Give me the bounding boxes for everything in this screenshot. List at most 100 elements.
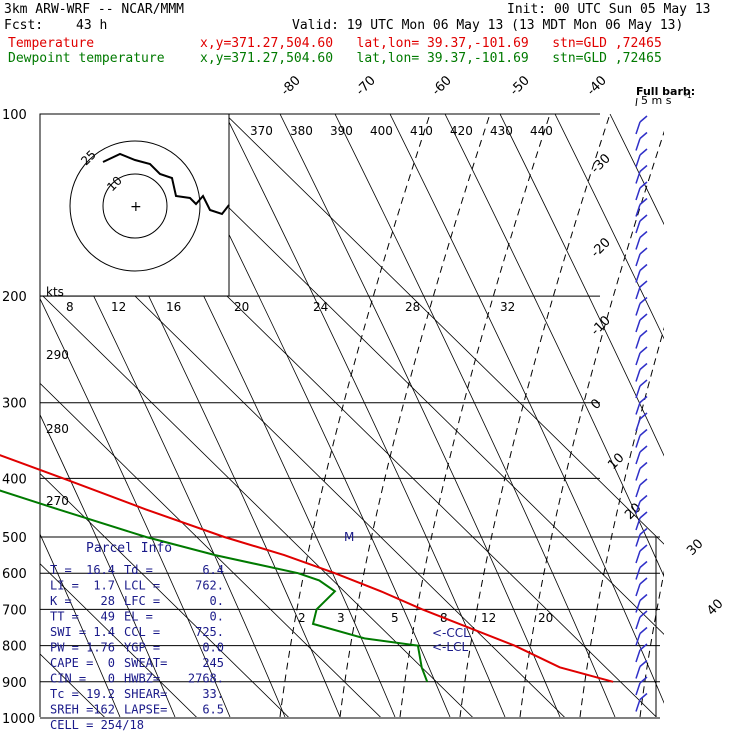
wind-barb (635, 633, 641, 646)
wind-barb (635, 220, 641, 234)
isotherm-label: 40 (704, 597, 726, 619)
wind-barb (639, 659, 648, 668)
wind-barb (639, 461, 648, 470)
parcel-row-label: T = (50, 563, 72, 577)
wind-barb (639, 263, 648, 272)
parcel-row-value: 1.4 (93, 625, 115, 639)
dry-adiabat-label: 290 (46, 348, 69, 362)
barb-legend-sample (635, 97, 638, 107)
moist-adiabat (519, 130, 664, 717)
moist-adiabat (639, 570, 664, 717)
parcel-row-label: LCL = (124, 579, 160, 593)
parcel-row-value: 0 (108, 656, 115, 670)
wind-barb (639, 346, 648, 354)
isotherm-label: -40 (584, 73, 610, 99)
hodograph-box (39, 113, 230, 297)
legend-dewpoint: Dewpoint temperature (8, 51, 165, 66)
dry-adiabat-label: 280 (46, 422, 69, 436)
parcel-row-value: 245 (202, 656, 224, 670)
temperature-trace (0, 454, 614, 683)
parcel-row-label: LFC = (124, 594, 160, 608)
wind-barb (635, 154, 641, 168)
isotherm-line (40, 292, 473, 717)
parcel-row-value: 0. (210, 610, 224, 624)
wind-barb (639, 478, 648, 486)
wind-barb (635, 600, 641, 613)
parcel-row-value: 2768. (188, 672, 224, 686)
wind-barb (635, 418, 641, 432)
parcel-row-label: LAPSE= (124, 703, 167, 717)
wind-barb (639, 692, 648, 701)
hodograph-origin: + (130, 199, 142, 215)
theta-e-label: 410 (410, 124, 433, 138)
parcel-row-label: EL = (124, 610, 153, 624)
mixing-ratio-label: 3 (337, 611, 345, 625)
wind-barb (635, 369, 641, 382)
wind-barb (639, 214, 648, 222)
parcel-row-label: YGP = (124, 641, 160, 655)
wind-barb (639, 247, 648, 255)
parcel-row-value: 725. (195, 625, 224, 639)
wind-barb (639, 412, 648, 420)
pressure-tick-label: 900 (2, 676, 27, 691)
parcel-row-value: 162 (93, 703, 115, 717)
wind-barb (635, 402, 641, 415)
pressure-tick-label: 800 (2, 640, 27, 655)
pressure-tick-label: 600 (2, 567, 27, 582)
wind-barb (639, 527, 648, 536)
parcel-row-label: SHEAR= (124, 687, 167, 701)
wind-barb (639, 197, 648, 206)
wind-barb (639, 164, 648, 173)
forecast-hours: 43 h (76, 18, 108, 33)
isotherm-line (40, 382, 381, 717)
moist-adiabat (459, 114, 611, 717)
mixing-ratio-label: 2 (298, 611, 306, 625)
isotherm-label: 0 (588, 396, 604, 412)
wind-barb (639, 445, 648, 453)
dry-adiabat (665, 114, 740, 717)
wind-barb (639, 610, 648, 618)
wind-barb (635, 534, 641, 547)
wind-barb (639, 280, 648, 288)
wind-barb (635, 616, 641, 630)
hodograph-speed-label: 8 (66, 300, 74, 314)
hodograph-speed-label: 32 (500, 300, 515, 314)
parcel-row-value: 1.7 (93, 579, 115, 593)
wind-barb (639, 395, 648, 404)
parcel-row-value: 49 (101, 610, 115, 624)
parcel-row-value: 1.76 (86, 641, 115, 655)
parcel-row-label: SWI = (50, 625, 86, 639)
dry-adiabat (40, 297, 231, 717)
wind-barb (635, 385, 641, 399)
wind-barb (639, 544, 648, 552)
wind-barb (639, 379, 648, 387)
mixing-ratio-label: 5 (391, 611, 399, 625)
wind-barb (635, 583, 641, 597)
hodograph-speed-label: 16 (166, 300, 181, 314)
init-time: Init: 00 UTC Sun 05 May 13 (507, 2, 711, 17)
isotherm-line (40, 472, 289, 717)
wind-barb (635, 699, 641, 712)
wind-barb (639, 181, 648, 189)
parcel-row-label: SREH = (50, 703, 93, 717)
theta-e-label: 400 (370, 124, 393, 138)
parcel-cell: CELL = 254/18 (50, 718, 144, 732)
valid-time: Valid: 19 UTC Mon 06 May 13 (13 MDT Mon … (292, 18, 684, 33)
dry-adiabat (40, 533, 121, 717)
legend-dewpoint-location: x,y=371.27,504.60 lat,lon= 39.37,-101.69… (200, 51, 662, 66)
wind-barb (635, 270, 641, 283)
wind-barb (639, 577, 648, 585)
theta-e-label: 380 (290, 124, 313, 138)
level-marker: M (344, 530, 354, 544)
parcel-row-label: SWEAT= (124, 656, 167, 670)
parcel-row-label: K = (50, 594, 72, 608)
wind-barb (635, 171, 641, 184)
hodograph-speed-label: 20 (234, 300, 249, 314)
ccl-marker: <-CCL (432, 626, 470, 640)
wind-barb (635, 336, 641, 349)
wind-barb (639, 511, 648, 519)
wind-barb (639, 494, 648, 503)
wind-barb (635, 468, 641, 481)
moist-adiabat (579, 326, 664, 717)
